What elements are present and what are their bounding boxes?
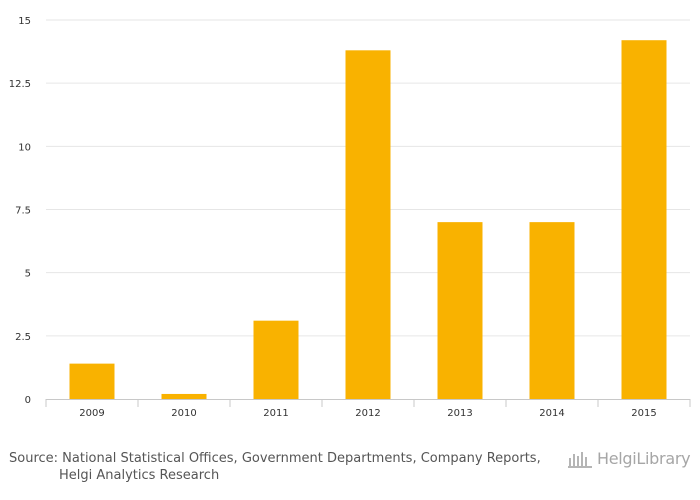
x-axis: 2009 2010 2011 2012 2013 2014 2015 xyxy=(45,399,691,419)
bar-2014 xyxy=(529,222,575,399)
bar-2012 xyxy=(345,50,391,399)
source-line-1: Source: National Statistical Offices, Go… xyxy=(9,451,541,466)
bar-2009 xyxy=(69,363,115,399)
source-line-2: Helgi Analytics Research xyxy=(59,468,220,483)
bar-2010 xyxy=(161,393,207,399)
x-tick-label: 2011 xyxy=(263,408,288,419)
bars xyxy=(69,40,667,400)
source-note: Source: National Statistical Offices, Go… xyxy=(9,450,541,484)
x-tick-label: 2010 xyxy=(171,408,196,419)
y-tick-label: 15 xyxy=(18,16,31,27)
x-tick-label: 2012 xyxy=(355,408,380,419)
y-tick-label: 5 xyxy=(25,269,31,280)
y-tick-label: 0 xyxy=(25,395,31,406)
library-icon xyxy=(568,451,592,468)
y-tick-label: 12.5 xyxy=(9,79,31,90)
x-tick-label: 2014 xyxy=(539,408,564,419)
bar-2013 xyxy=(437,222,483,399)
x-tick-label: 2009 xyxy=(79,408,104,419)
brand-name: HelgiLibrary xyxy=(597,449,691,468)
bar-2015 xyxy=(621,40,667,400)
y-tick-label: 2.5 xyxy=(15,332,31,343)
x-tick-label: 2015 xyxy=(631,408,656,419)
brand-logo: HelgiLibrary xyxy=(568,449,691,468)
y-axis-ticks: 0 2.5 5 7.5 10 12.5 15 xyxy=(9,16,31,406)
bar-2011 xyxy=(253,320,299,399)
bar-chart: 0 2.5 5 7.5 10 12.5 15 2009 2010 2011 2012 2013 201… xyxy=(9,16,691,419)
y-tick-label: 7.5 xyxy=(15,206,31,217)
y-tick-label: 10 xyxy=(18,142,31,153)
x-tick-label: 2013 xyxy=(447,408,472,419)
